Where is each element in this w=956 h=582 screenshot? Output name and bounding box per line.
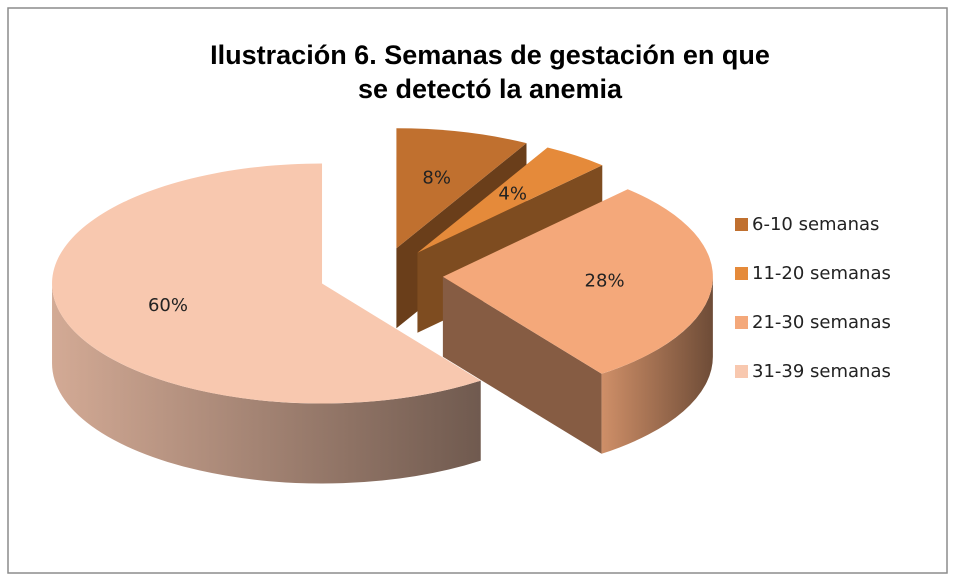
data-label: 4% — [498, 183, 527, 204]
data-label: 8% — [422, 168, 451, 189]
legend-swatch — [735, 365, 748, 378]
slice-wall — [601, 276, 713, 454]
legend-label: 21-30 semanas — [752, 312, 891, 333]
slice-side — [442, 276, 602, 454]
data-label: 60% — [148, 295, 188, 316]
slice — [442, 189, 713, 374]
legend-swatch — [735, 267, 748, 280]
legend-swatch — [735, 316, 748, 329]
slice — [52, 163, 481, 404]
slice — [396, 128, 527, 249]
slice-wall — [52, 283, 481, 484]
legend-label: 6-10 semanas — [752, 214, 879, 235]
legend-label: 11-20 semanas — [752, 263, 891, 284]
chart-title: Ilustración 6. Semanas de gestación en q… — [210, 40, 770, 104]
legend-swatch — [735, 218, 748, 231]
legend-label: 31-39 semanas — [752, 361, 891, 382]
slice — [417, 147, 603, 253]
data-label: 28% — [585, 270, 625, 291]
